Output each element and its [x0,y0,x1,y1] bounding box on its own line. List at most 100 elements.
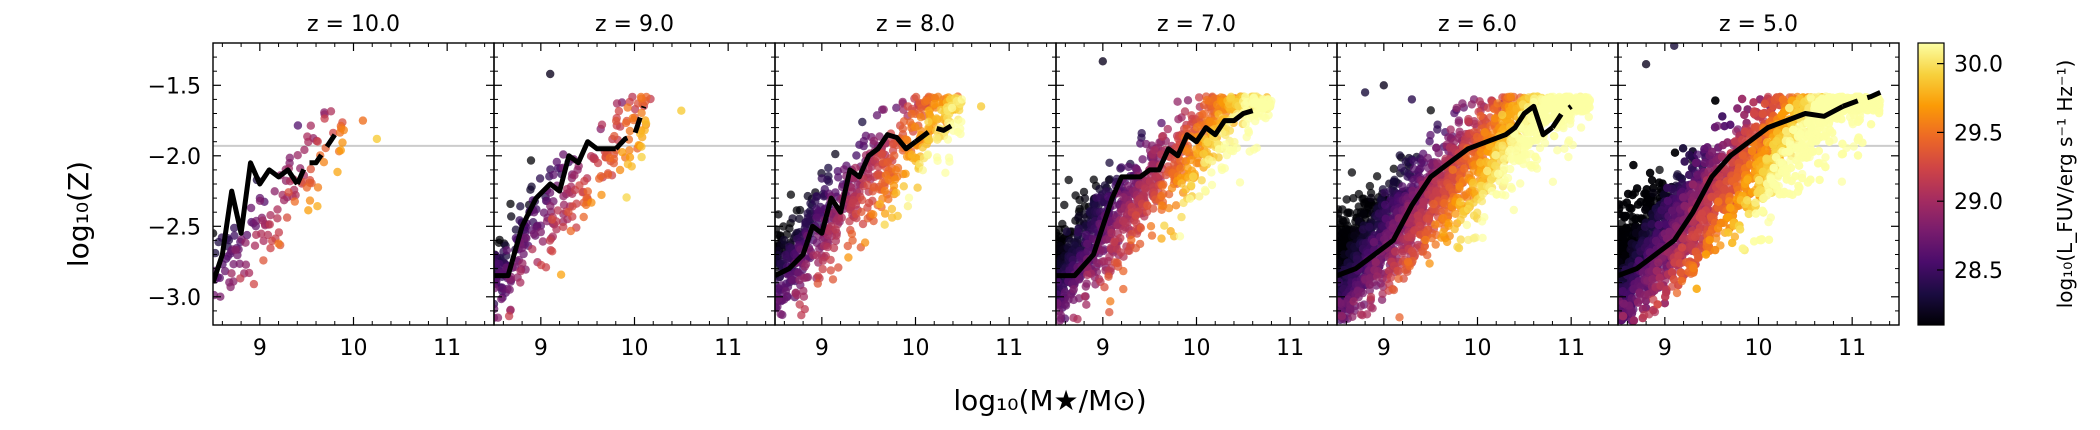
scatter-point [1119,284,1128,294]
scatter-point [1433,125,1442,134]
scatter-point [1471,233,1480,242]
scatter-point [1395,313,1404,322]
panel-6: 9 10 11z = 5.0 [1617,12,1900,361]
scatter-point [313,183,323,192]
scatter-point [625,126,635,136]
scatter-point [818,256,828,265]
scatter-point [1116,248,1126,257]
scatter-point [922,96,932,105]
scatter-point [1347,168,1357,177]
scatter-point [1372,172,1382,181]
scatter-point [917,104,926,113]
scatter-point [1241,119,1250,129]
scatter-outlier [976,102,986,111]
scatter-point [1493,99,1502,108]
scatter-point [1476,158,1485,167]
scatter-point [813,272,823,281]
scatter-point [1516,179,1525,188]
scatter-point [255,196,265,205]
scatter-point [1186,155,1196,165]
scatter-point [1456,215,1465,225]
scatter-point [1491,151,1500,160]
scatter-point [1584,99,1593,109]
scatter-point [814,207,823,216]
scatter-point [1413,211,1423,220]
scatter-point [1440,199,1449,208]
scatter-point [924,123,933,133]
scatter-point [1541,107,1551,116]
x-tick-label: 11 [995,336,1023,361]
scatter-point [593,158,603,168]
scatter-point [502,246,512,255]
scatter-point [285,153,294,162]
scatter-point [1560,144,1569,153]
scatter-point [1105,158,1114,167]
scatter-point [1113,258,1122,268]
scatter-point [1421,229,1431,238]
scatter-point [1250,99,1260,108]
scatter-point [955,106,964,115]
scatter-point [1498,141,1507,150]
scatter-point [813,279,822,288]
x-tick-label: 10 [340,336,368,361]
scatter-point [1079,187,1089,197]
scatter-point [1434,148,1443,158]
scatter-point [1251,110,1261,119]
scatter-point [1203,137,1212,147]
scatter-point [1381,207,1390,216]
scatter-point [1265,102,1275,111]
scatter-point [516,202,525,211]
scatter-point [625,146,634,155]
scatter-point [273,214,282,223]
scatter-point [1623,189,1633,199]
scatter-point [1394,274,1403,283]
scatter-point [1056,277,1062,286]
x-tick-label: 9 [253,336,267,361]
scatter-point [878,179,887,188]
scatter-point [817,174,826,183]
scatter-point [1337,205,1343,214]
scatter-point [637,152,646,162]
median-line-dashed [1550,104,1573,129]
scatter-point [1080,194,1090,203]
panel-5: 9 10 11z = 6.0 [1336,12,1619,361]
scatter-point [235,259,244,268]
panel-title: z = 6.0 [1438,12,1517,37]
scatter-point [1226,92,1236,102]
scatter-point [824,163,833,173]
scatter-point [891,175,900,184]
scatter-point [1463,204,1473,214]
scatter-point [1409,156,1418,166]
scatter-point [1374,209,1384,218]
scatter-point [1423,251,1432,260]
scatter-point [1365,280,1374,289]
scatter-point [1173,97,1182,106]
scatter-point [930,99,939,109]
scatter-point [1105,308,1114,317]
scatter-outlier [1360,88,1370,97]
scatter-point [1075,204,1084,214]
scatter-point [518,259,527,268]
scatter-point [869,210,878,219]
scatter-point [1456,197,1465,206]
scatter-point [1506,136,1515,146]
scatter-point [612,116,621,126]
scatter-point [306,121,315,130]
scatter-point [1365,222,1374,232]
scatter-point [1366,193,1376,203]
scatter-point [824,177,834,186]
panel-plot-area [213,107,494,301]
scatter-point [1434,159,1443,169]
scatter-point [872,111,882,120]
scatter-point [1177,212,1186,222]
scatter-point [230,231,239,240]
scatter-point [1214,145,1224,154]
scatter-point [1064,175,1073,185]
scatter-point [1444,218,1454,228]
scatter-point [1198,110,1207,119]
scatter-point [302,183,312,192]
scatter-point [1200,185,1210,195]
scatter-point [1141,184,1150,193]
scatter-point [877,149,886,159]
scatter-point [1060,200,1069,210]
